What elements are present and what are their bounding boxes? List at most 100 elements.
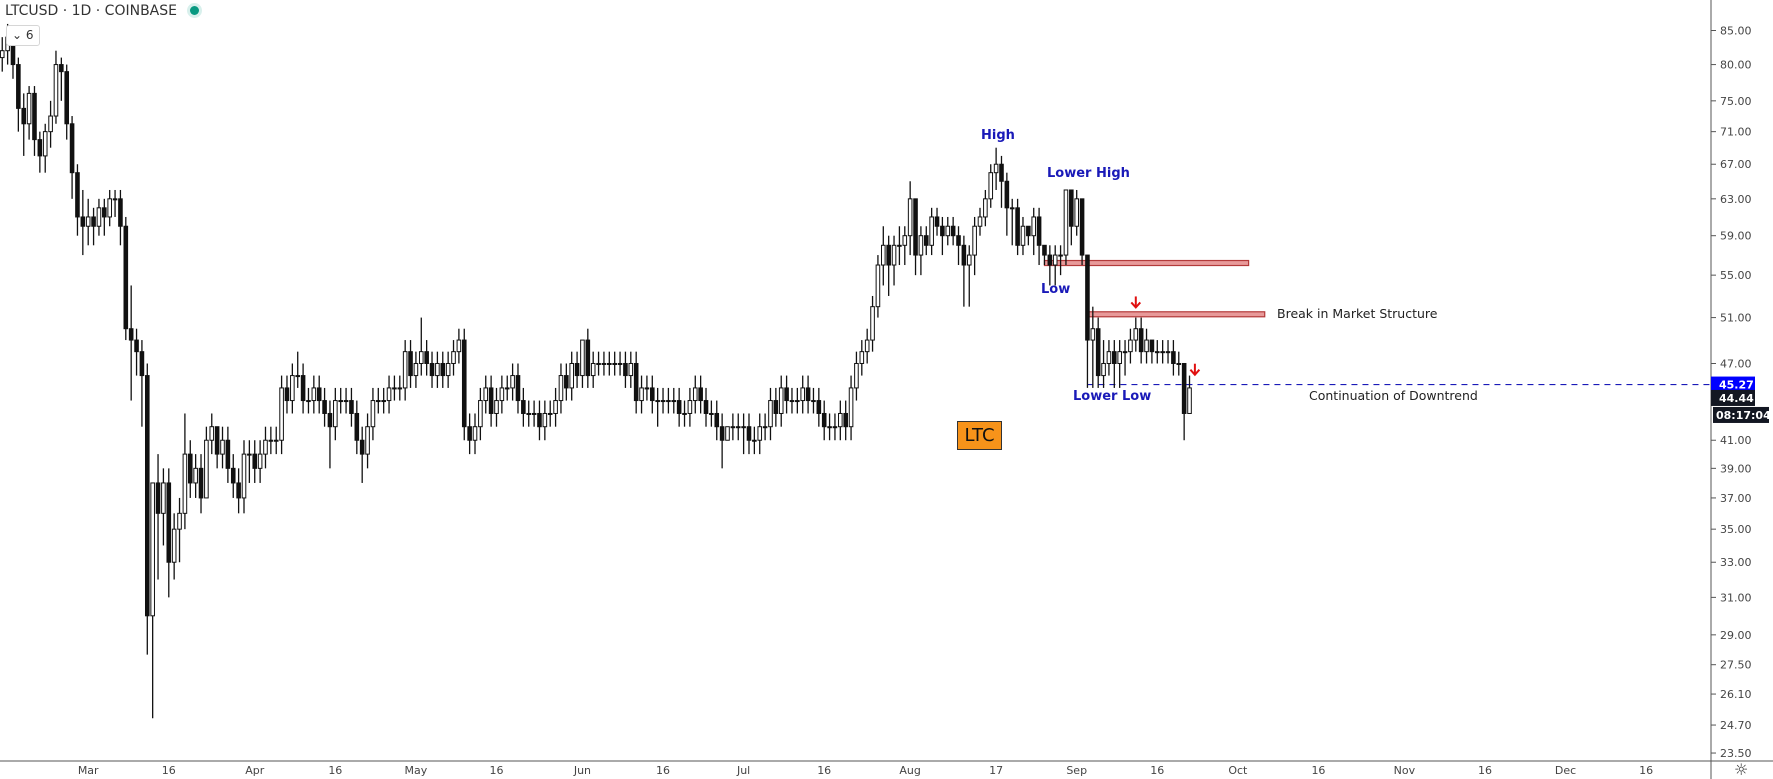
- candle: [488, 375, 494, 427]
- candle: [230, 454, 236, 498]
- candle-body-up: [542, 412, 548, 428]
- candle-body-up: [435, 362, 440, 377]
- label-lower-high[interactable]: Lower High: [1047, 166, 1130, 181]
- candle-body-up: [580, 339, 585, 377]
- price-tick-label: 27.50: [1720, 659, 1752, 672]
- candle-body-down: [1026, 225, 1031, 237]
- candle: [655, 387, 660, 427]
- candle: [290, 363, 295, 414]
- candle-body-down: [1004, 180, 1010, 209]
- candle: [827, 413, 832, 441]
- candle-body-down: [999, 163, 1004, 182]
- candle-body-up: [590, 362, 596, 377]
- candle-body-down: [166, 482, 172, 563]
- label-continuation-of-downtrend[interactable]: Continuation of Downtrend: [1309, 388, 1478, 403]
- candle: [993, 147, 999, 190]
- candle-body-up: [1117, 351, 1122, 364]
- settings-gear-icon[interactable]: ☼: [1734, 760, 1749, 779]
- candle: [220, 426, 225, 469]
- candle: [1026, 225, 1031, 246]
- candle-body-down: [64, 71, 70, 125]
- candle: [918, 226, 924, 276]
- candle: [150, 482, 155, 719]
- indicators-collapse-button[interactable]: ⌄ 6: [6, 25, 40, 46]
- label-break-in-market-structure[interactable]: Break in Market Structure: [1277, 306, 1438, 321]
- time-axis[interactable]: Mar 16 Apr 16 May 16 Jun 16 Jul 16 Aug 17 Sep 16 Oct 16…: [78, 764, 1653, 777]
- candle-body-down: [37, 139, 43, 157]
- candle: [365, 413, 370, 469]
- price-tick-label: 24.70: [1720, 719, 1752, 732]
- time-tick-label: 16: [489, 764, 503, 777]
- candle-body-down: [1079, 198, 1085, 256]
- candle: [676, 387, 682, 427]
- candle-body-up: [671, 400, 677, 403]
- candle: [1004, 172, 1010, 236]
- candle-body-down: [574, 362, 580, 377]
- candle: [1160, 340, 1165, 364]
- candle-body-up: [295, 375, 301, 378]
- candle-body-up: [53, 64, 59, 117]
- candle-body-down: [649, 387, 655, 402]
- candle-body-up: [569, 362, 575, 389]
- candle: [897, 226, 902, 266]
- candle: [816, 387, 822, 427]
- candle: [16, 57, 21, 132]
- candle: [456, 328, 462, 364]
- time-tick-label: 16: [656, 764, 670, 777]
- candle: [21, 93, 27, 156]
- candle: [338, 387, 343, 414]
- candle-body-up: [381, 400, 386, 403]
- candle: [741, 413, 746, 455]
- candle-body-up: [1122, 351, 1128, 354]
- candle-body-up: [902, 235, 908, 246]
- low-level-line[interactable]: [1043, 259, 1250, 267]
- candle-body-down: [1047, 254, 1053, 266]
- label-low[interactable]: Low: [1041, 282, 1071, 297]
- candle: [617, 351, 623, 376]
- candle-body-up: [1106, 351, 1112, 364]
- candle-body-up: [1031, 216, 1037, 237]
- price-tick-label: 71.00: [1720, 126, 1752, 139]
- candle-body-up: [112, 198, 118, 201]
- candle-body-down: [21, 107, 27, 125]
- candle: [1036, 207, 1042, 266]
- candle: [1138, 317, 1144, 364]
- price-tick-label: 85.00: [1720, 25, 1752, 38]
- price-axis[interactable]: 85.00 80.00 75.00 71.00 67.00 63.00 59.00 55.00…: [1711, 25, 1752, 761]
- candle: [1112, 340, 1117, 388]
- time-tick-label: 16: [817, 764, 831, 777]
- ltc-badge[interactable]: LTC: [957, 421, 1002, 450]
- candle-body-up: [376, 400, 381, 403]
- candle-body-up: [983, 198, 988, 218]
- candle-body-up: [864, 339, 870, 353]
- candle-body-up: [601, 362, 607, 365]
- candle: [64, 64, 70, 140]
- candle: [547, 400, 553, 427]
- label-lower-low[interactable]: Lower Low: [1073, 389, 1152, 404]
- candle: [923, 226, 929, 256]
- candle-body-up: [42, 131, 48, 157]
- symbol-title[interactable]: LTCUSD · 1D · COINBASE: [5, 3, 177, 19]
- candle: [1079, 198, 1085, 266]
- candle: [483, 375, 489, 414]
- price-tick-label: 29.00: [1720, 629, 1752, 642]
- label-high[interactable]: High: [981, 128, 1015, 143]
- market-status-dot: [190, 6, 199, 15]
- candle: [134, 328, 139, 376]
- candle-body-up: [800, 387, 806, 402]
- candle: [494, 387, 499, 427]
- candle-body-up: [639, 387, 644, 402]
- candle-body-down: [714, 412, 720, 428]
- break-level-line[interactable]: [1086, 311, 1266, 318]
- candle-body-down: [1095, 328, 1101, 377]
- candle-body-up: [988, 172, 994, 200]
- candle: [413, 351, 419, 388]
- candle-body-up: [789, 400, 795, 403]
- candle-body-up: [531, 412, 537, 415]
- candle-body-down: [187, 453, 193, 484]
- candle: [26, 86, 32, 140]
- candle: [692, 375, 698, 414]
- candle-body-down: [349, 400, 354, 414]
- candle: [607, 351, 612, 376]
